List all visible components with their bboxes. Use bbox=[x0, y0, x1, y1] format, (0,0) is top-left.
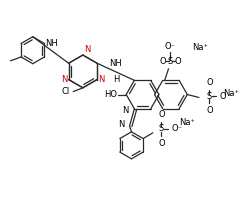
Text: O: O bbox=[159, 57, 166, 66]
Text: O: O bbox=[175, 57, 181, 66]
Text: N: N bbox=[122, 106, 129, 115]
Text: O⁻: O⁻ bbox=[171, 124, 182, 133]
Text: O: O bbox=[206, 78, 213, 87]
Text: S: S bbox=[159, 124, 164, 133]
Text: HO: HO bbox=[105, 90, 118, 99]
Text: Na⁺: Na⁺ bbox=[192, 43, 208, 52]
Text: O: O bbox=[206, 106, 213, 115]
Text: O: O bbox=[219, 92, 226, 101]
Text: O: O bbox=[158, 139, 165, 148]
Text: NH: NH bbox=[45, 39, 58, 48]
Text: N: N bbox=[98, 75, 104, 84]
Text: N: N bbox=[61, 75, 68, 84]
Text: O⁻: O⁻ bbox=[165, 43, 176, 51]
Text: O: O bbox=[158, 110, 165, 119]
Text: Cl: Cl bbox=[61, 87, 69, 96]
Text: N: N bbox=[84, 45, 90, 54]
Text: NH: NH bbox=[109, 59, 122, 68]
Text: H: H bbox=[114, 75, 120, 84]
Text: Na⁺: Na⁺ bbox=[179, 118, 195, 127]
Text: N: N bbox=[118, 120, 125, 129]
Text: Na⁺: Na⁺ bbox=[223, 89, 239, 98]
Text: S: S bbox=[168, 57, 173, 66]
Text: S: S bbox=[207, 92, 212, 101]
